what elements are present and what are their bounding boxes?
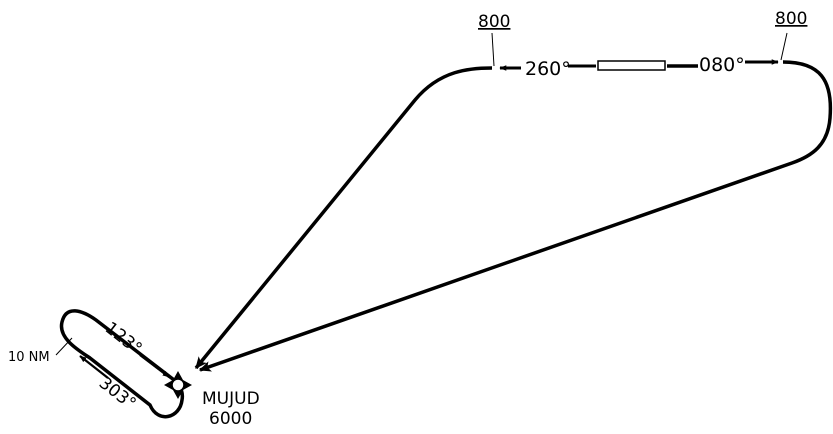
altitude-left-leader	[491, 32, 495, 67]
leg-length-leader	[55, 337, 73, 356]
left-transition-track	[194, 66, 493, 370]
runway-heading-west: 260°	[525, 58, 571, 80]
altitude-left-label: 800	[478, 12, 510, 32]
right-transition-track	[198, 60, 833, 372]
holding-outbound-arrow	[79, 355, 109, 379]
holding-pattern-track	[59, 309, 185, 419]
holding-inbound-arrow	[139, 354, 170, 378]
altitude-right-leader	[780, 32, 788, 61]
runway	[597, 60, 666, 71]
waypoint-fix-icon	[164, 371, 192, 399]
runway-heading-east: 080°	[699, 54, 745, 76]
fix-altitude: 6000	[209, 409, 252, 429]
altitude-right-label: 800	[775, 9, 807, 29]
holding-leg-length: 10 NM	[8, 350, 50, 365]
fix-name: MUJUD	[202, 389, 260, 409]
